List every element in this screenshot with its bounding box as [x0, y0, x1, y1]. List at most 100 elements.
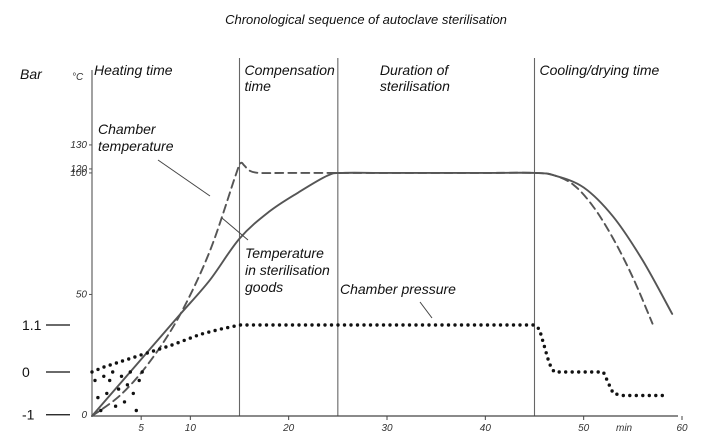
pressure-dot-85 [602, 371, 606, 375]
pressure-pulse-dot-0 [93, 378, 97, 383]
pressure-dot-92 [634, 393, 638, 398]
pressure-dot-13 [170, 343, 174, 347]
chamber-temperature-line [91, 161, 654, 417]
temperature-unit-label: °C [72, 72, 84, 83]
x-tick-label-5: 5 [138, 423, 144, 434]
pressure-dot-91 [628, 393, 632, 398]
pressure-dot-12 [164, 345, 168, 349]
pressure-dot-29 [271, 323, 275, 327]
phase-label-1-line-1: Heating time [94, 62, 173, 78]
pressure-dot-31 [284, 323, 288, 327]
pressure-dot-74 [544, 351, 548, 355]
pressure-pulse-dot-15 [137, 378, 141, 383]
pressure-dot-33 [297, 323, 301, 327]
pressure-pulse-dot-3 [102, 374, 106, 378]
pressure-dot-84 [596, 370, 600, 374]
pressure-dot-26 [251, 323, 256, 327]
pressure-dot-60 [472, 323, 477, 327]
pressure-dot-48 [394, 323, 399, 327]
pressure-pulse-dot-7 [113, 404, 118, 408]
pressure-pulse-dot-1 [96, 395, 100, 400]
chart-title: Chronological sequence of autoclave ster… [225, 12, 507, 27]
pressure-dot-17 [194, 334, 199, 338]
pressure-pulse-dot-4 [105, 391, 109, 396]
pressure-dot-40 [342, 323, 347, 327]
leader-line-3 [419, 301, 433, 319]
pressure-dot-88 [610, 389, 614, 393]
pressure-dot-68 [524, 323, 529, 327]
series-layer [90, 161, 674, 417]
pressure-dot-95 [654, 393, 658, 398]
pressure-dot-23 [232, 324, 236, 328]
pressure-dot-21 [219, 327, 224, 331]
pressure-dot-72 [540, 338, 545, 342]
pressure-dot-52 [420, 323, 425, 327]
phase-label-3-line-2: sterilisation [380, 78, 450, 94]
pressure-dot-34 [303, 323, 308, 327]
series-label-3-line-1: Chamber pressure [340, 281, 456, 297]
leader-line-2 [221, 217, 249, 241]
phase-label-2-line-1: Compensation [245, 62, 335, 78]
temp-tick-label-0: 0 [81, 410, 87, 421]
pressure-dot-51 [414, 323, 418, 327]
pressure-dot-75 [546, 357, 550, 361]
pressure-dot-63 [492, 323, 496, 327]
pressure-dot-67 [518, 323, 522, 327]
pressure-tick-label-1.1: 1.1 [22, 317, 42, 333]
pressure-tick-label--1: -1 [22, 407, 35, 423]
pressure-dot-36 [316, 323, 321, 327]
pressure-dot-1 [96, 367, 100, 372]
pressure-dot-93 [641, 393, 645, 398]
pressure-dot-53 [427, 323, 431, 327]
pressure-dot-14 [176, 341, 180, 345]
pressure-dot-3 [108, 363, 112, 367]
pressure-dot-90 [621, 393, 625, 398]
pressure-dot-69 [531, 323, 535, 327]
pressure-dot-9 [145, 351, 149, 355]
pressure-dot-38 [329, 323, 334, 327]
pressure-dot-7 [133, 355, 137, 359]
pressure-dot-81 [577, 370, 581, 374]
pressure-pulse-dot-13 [131, 391, 135, 396]
phase-label-4-line-1: Cooling/drying time [540, 62, 660, 78]
pressure-dot-43 [362, 323, 366, 327]
pressure-tick-label-0: 0 [22, 364, 30, 380]
pressure-dot-24 [238, 323, 243, 327]
pressure-dot-96 [660, 393, 664, 398]
phase-label-2-line-2: time [245, 78, 272, 94]
pressure-dot-66 [511, 323, 516, 327]
pressure-dot-86 [604, 377, 609, 381]
pressure-dot-18 [200, 332, 205, 336]
temp-tick-label-130: 130 [70, 140, 87, 151]
pressure-dot-94 [647, 393, 651, 398]
pressure-dot-4 [114, 361, 119, 365]
pressure-dot-35 [310, 323, 314, 327]
series-label-2-line-2: in sterilisation [245, 262, 330, 278]
pressure-dot-25 [245, 323, 249, 327]
series-label-1-line-2: temperature [98, 138, 174, 154]
pressure-dot-6 [127, 357, 131, 361]
pressure-dot-37 [323, 323, 327, 327]
pressure-dot-20 [213, 328, 217, 333]
pressure-dot-65 [505, 323, 509, 327]
pressure-dot-57 [453, 323, 457, 327]
pressure-dot-2 [102, 365, 106, 369]
pressure-pulse-dot-8 [116, 387, 121, 391]
x-tick-label-50: 50 [578, 423, 590, 434]
pressure-dot-71 [539, 332, 543, 336]
pressure-pulse-dot-2 [99, 408, 103, 413]
pressure-dot-0 [90, 370, 94, 374]
pressure-dot-45 [375, 323, 379, 327]
pressure-dot-62 [485, 323, 490, 327]
pressure-dot-78 [557, 370, 561, 374]
temp-tick-label-120: 120 [70, 164, 87, 175]
pressure-dot-70 [536, 326, 540, 330]
pressure-dot-32 [290, 323, 295, 327]
pressure-dot-46 [381, 323, 386, 327]
x-tick-label-40: 40 [480, 423, 492, 434]
x-tick-label-60: 60 [676, 423, 688, 434]
pressure-dot-55 [440, 323, 444, 327]
